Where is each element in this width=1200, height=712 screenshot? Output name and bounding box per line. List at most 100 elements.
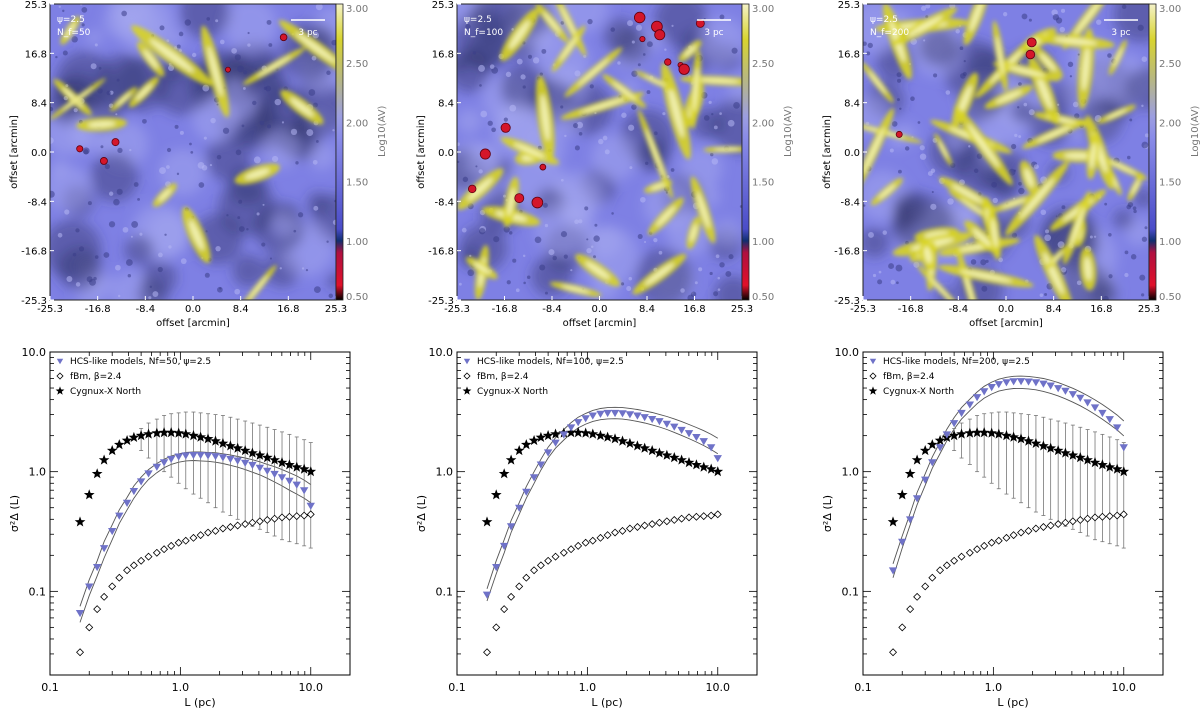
observation-point <box>121 435 133 446</box>
speckle <box>72 252 77 257</box>
observation-point <box>1118 466 1130 477</box>
x-axis-label: offset [arcmin] <box>156 318 230 329</box>
observation-point <box>661 449 673 460</box>
filament-core <box>1105 109 1128 120</box>
speckle <box>178 31 184 37</box>
filament-core <box>1001 198 1027 208</box>
speckle <box>253 156 261 164</box>
model-point <box>1090 404 1100 412</box>
speckle <box>103 252 110 258</box>
model-point <box>935 444 945 452</box>
filament-core <box>1039 53 1056 72</box>
model-point <box>211 453 220 461</box>
legend-marker-fbm <box>56 372 64 380</box>
filament-core <box>559 35 578 62</box>
speckle <box>116 78 120 82</box>
speckle <box>1141 236 1148 242</box>
speckle <box>898 169 902 174</box>
colorbar <box>1148 3 1157 301</box>
observation-point <box>305 466 317 477</box>
speckle <box>87 201 92 206</box>
speckle <box>1108 232 1112 237</box>
observation-point <box>210 435 221 446</box>
speckle <box>256 212 260 216</box>
cloud-patch <box>223 4 277 51</box>
speckle <box>159 25 165 31</box>
filament-core <box>188 219 204 251</box>
colorbar <box>335 3 344 301</box>
observation-point <box>151 427 163 438</box>
speckle <box>231 48 237 54</box>
fbm-point <box>551 552 560 561</box>
speckle <box>560 178 564 182</box>
observation-point <box>542 430 554 441</box>
model-point <box>633 412 642 420</box>
speckle <box>584 206 589 211</box>
speckle <box>644 240 647 244</box>
model-point <box>1112 424 1122 432</box>
speckle <box>89 278 96 286</box>
observation-point <box>128 431 140 442</box>
cloud-patch <box>699 16 742 63</box>
speckle <box>81 23 85 27</box>
filament-core <box>643 75 667 87</box>
legend-entry-observation: Cygnux-X North <box>70 387 141 397</box>
speckle <box>515 288 520 293</box>
observation-point <box>1030 437 1042 448</box>
model-point <box>536 461 546 469</box>
filament-core <box>650 183 666 190</box>
speckle <box>627 20 634 27</box>
speckle <box>1008 168 1016 176</box>
speckle <box>905 240 909 245</box>
clump <box>111 138 120 147</box>
speckle <box>100 145 104 149</box>
filament-core <box>868 71 887 94</box>
observation-point <box>173 427 184 438</box>
fbm-point <box>115 573 124 582</box>
x-tick-label: 1.0 <box>985 681 1003 694</box>
observation-point <box>919 445 931 456</box>
legend-entry-observation: Cygnux-X North <box>477 387 548 397</box>
speckle <box>158 252 163 258</box>
speckle <box>90 63 97 70</box>
speckle <box>98 66 102 70</box>
model-point <box>588 412 597 420</box>
fbm-point <box>906 605 915 614</box>
speckle <box>1018 82 1022 86</box>
speckle <box>1130 254 1137 260</box>
observation-point <box>632 440 643 451</box>
colorbar-tick-label: 0.50 <box>346 292 368 303</box>
speckle <box>81 7 88 13</box>
speckle <box>1055 215 1058 218</box>
speckle <box>646 90 651 95</box>
speckle <box>955 29 960 34</box>
filament-core <box>1054 37 1098 45</box>
observation-point <box>683 457 695 468</box>
colorbar-label: Log10(AV) <box>783 105 794 157</box>
fbm-point <box>713 510 722 519</box>
observation-point <box>505 454 517 465</box>
fbm-point <box>913 592 922 601</box>
speckle <box>203 136 207 140</box>
legend-entry-model: HCS-like models, Nf=100, ψ=2.5 <box>477 357 624 367</box>
filaments <box>50 16 336 300</box>
filament-core <box>135 83 153 101</box>
speckle <box>108 191 114 196</box>
cloud-patch <box>712 96 742 154</box>
x-tick-label: 16.8 <box>683 304 705 315</box>
legend-marker-model <box>463 358 471 365</box>
filament-core <box>585 261 610 280</box>
speckle <box>931 191 934 194</box>
filament-core <box>645 129 666 179</box>
fbm-point <box>76 648 85 657</box>
fbm-point <box>1046 521 1055 530</box>
speckle <box>532 57 540 64</box>
speckle <box>731 47 738 54</box>
observation-point <box>691 459 702 470</box>
y-tick-label: 10.0 <box>429 346 454 359</box>
legend-marker-observation <box>462 386 472 395</box>
speckle <box>75 282 81 287</box>
speckle <box>115 113 118 116</box>
fbm-point <box>129 561 138 570</box>
observation-point <box>1067 449 1079 460</box>
